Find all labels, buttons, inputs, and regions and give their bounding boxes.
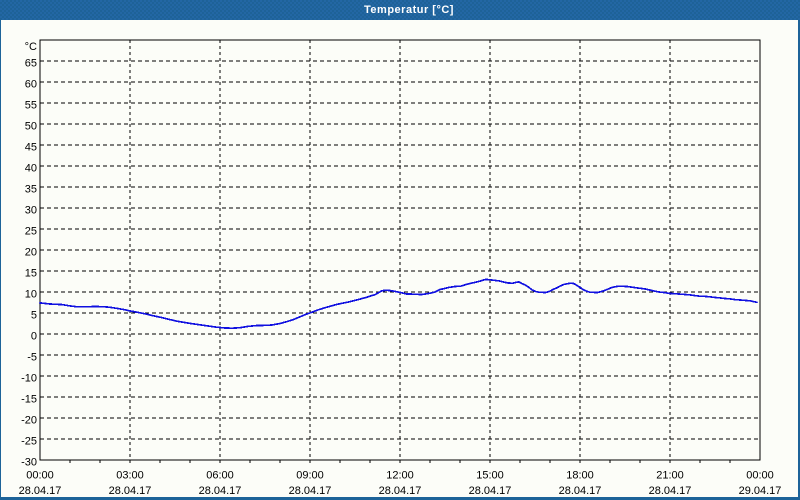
svg-text:60: 60 <box>25 78 37 90</box>
svg-text:-25: -25 <box>21 435 37 447</box>
svg-text:28.04.17: 28.04.17 <box>649 485 692 497</box>
svg-text:28.04.17: 28.04.17 <box>469 485 512 497</box>
svg-text:Temperatur [°C]: Temperatur [°C] <box>364 4 454 16</box>
svg-text:18:00: 18:00 <box>566 470 594 482</box>
svg-text:65: 65 <box>25 57 37 69</box>
svg-text:55: 55 <box>25 99 37 111</box>
svg-text:09:00: 09:00 <box>296 470 324 482</box>
svg-text:-30: -30 <box>21 456 37 468</box>
svg-text:00:00: 00:00 <box>746 470 774 482</box>
svg-text:28.04.17: 28.04.17 <box>559 485 602 497</box>
svg-text:-20: -20 <box>21 414 37 426</box>
svg-text:03:00: 03:00 <box>116 470 144 482</box>
svg-text:35: 35 <box>25 183 37 195</box>
svg-text:-10: -10 <box>21 372 37 384</box>
svg-text:12:00: 12:00 <box>386 470 414 482</box>
svg-text:06:00: 06:00 <box>206 470 234 482</box>
svg-text:00:00: 00:00 <box>26 470 54 482</box>
svg-text:-15: -15 <box>21 393 37 405</box>
svg-text:-5: -5 <box>27 351 37 363</box>
svg-text:28.04.17: 28.04.17 <box>19 485 62 497</box>
svg-text:28.04.17: 28.04.17 <box>379 485 422 497</box>
svg-text:20: 20 <box>25 246 37 258</box>
svg-text:28.04.17: 28.04.17 <box>289 485 332 497</box>
svg-text:40: 40 <box>25 162 37 174</box>
svg-text:°C: °C <box>25 41 37 53</box>
svg-text:50: 50 <box>25 120 37 132</box>
svg-text:5: 5 <box>31 309 37 321</box>
svg-text:45: 45 <box>25 141 37 153</box>
svg-text:0: 0 <box>31 330 37 342</box>
svg-text:28.04.17: 28.04.17 <box>109 485 152 497</box>
svg-text:10: 10 <box>25 288 37 300</box>
svg-text:25: 25 <box>25 225 37 237</box>
svg-text:21:00: 21:00 <box>656 470 684 482</box>
svg-text:30: 30 <box>25 204 37 216</box>
svg-text:29.04.17: 29.04.17 <box>739 485 782 497</box>
svg-text:15:00: 15:00 <box>476 470 504 482</box>
svg-text:28.04.17: 28.04.17 <box>199 485 242 497</box>
svg-text:15: 15 <box>25 267 37 279</box>
